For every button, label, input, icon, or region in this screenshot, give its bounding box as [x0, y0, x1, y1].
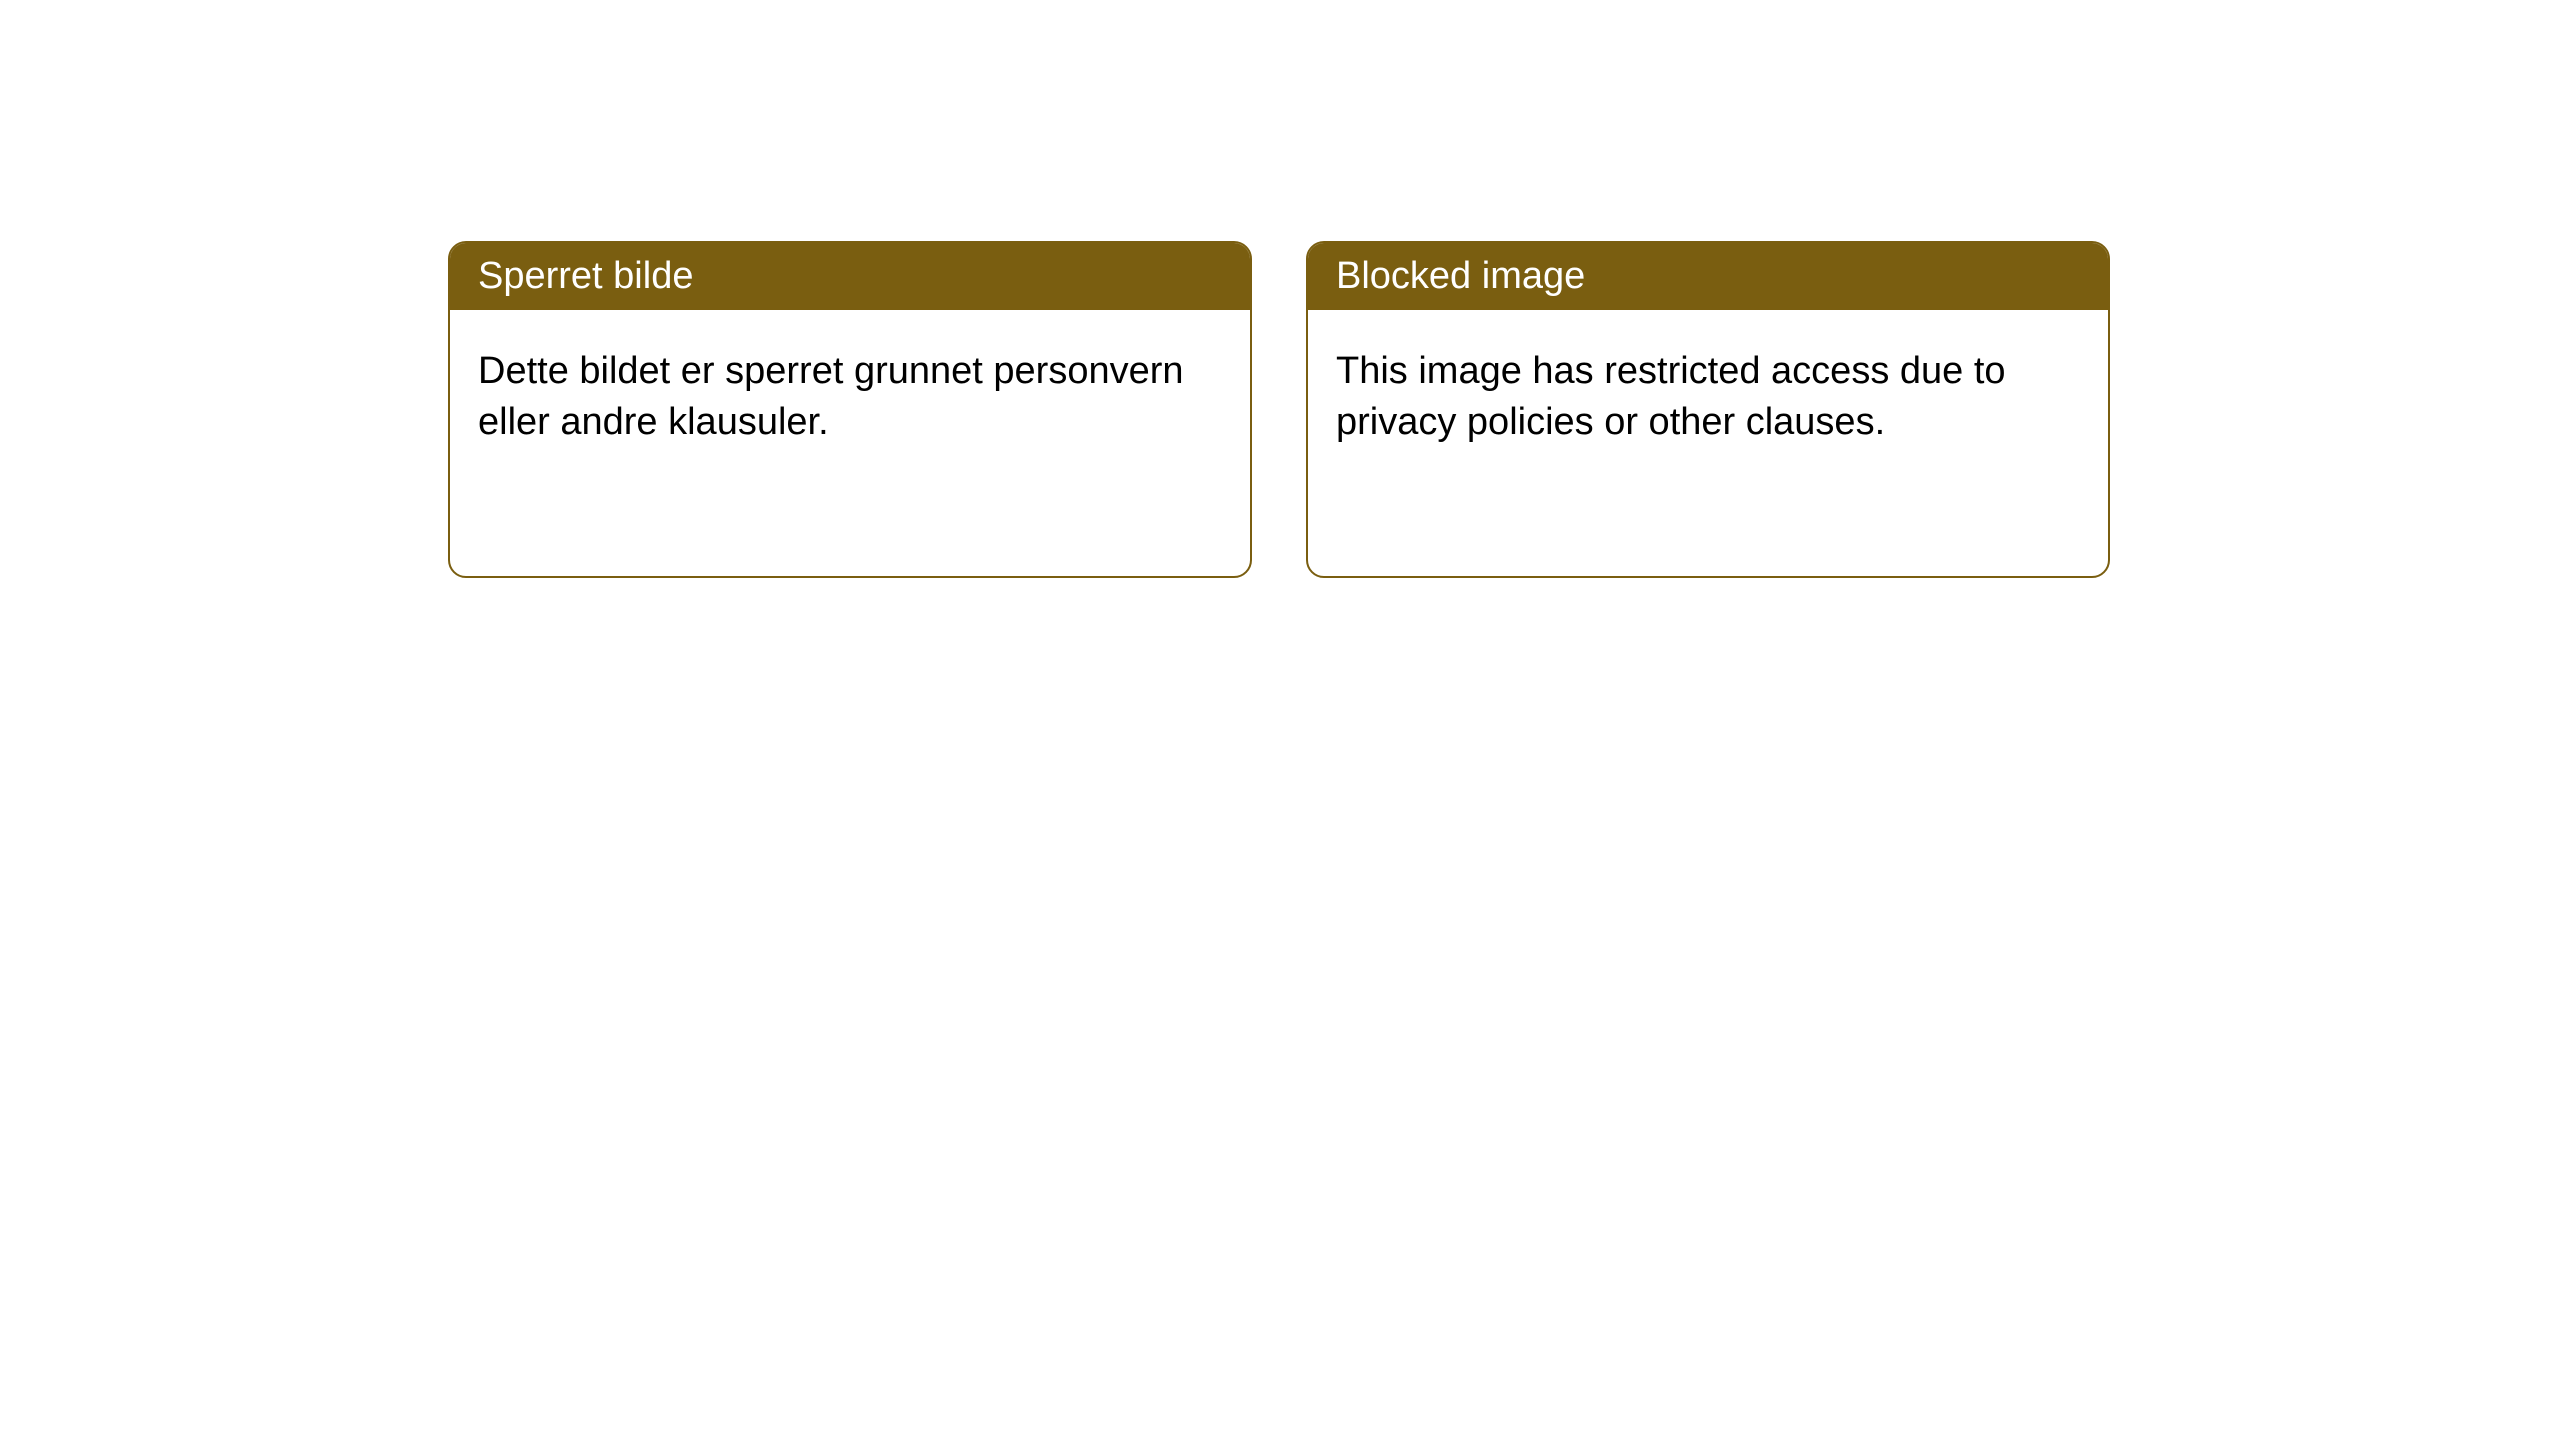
notice-card-norwegian: Sperret bilde Dette bildet er sperret gr…: [448, 241, 1252, 578]
notice-container: Sperret bilde Dette bildet er sperret gr…: [448, 241, 2110, 578]
notice-body-english: This image has restricted access due to …: [1308, 310, 2108, 485]
notice-card-english: Blocked image This image has restricted …: [1306, 241, 2110, 578]
notice-title: Blocked image: [1336, 255, 1585, 297]
notice-text: Dette bildet er sperret grunnet personve…: [478, 350, 1184, 443]
notice-header-norwegian: Sperret bilde: [450, 243, 1250, 310]
notice-body-norwegian: Dette bildet er sperret grunnet personve…: [450, 310, 1250, 485]
notice-text: This image has restricted access due to …: [1336, 350, 2006, 443]
notice-header-english: Blocked image: [1308, 243, 2108, 310]
notice-title: Sperret bilde: [478, 255, 693, 297]
